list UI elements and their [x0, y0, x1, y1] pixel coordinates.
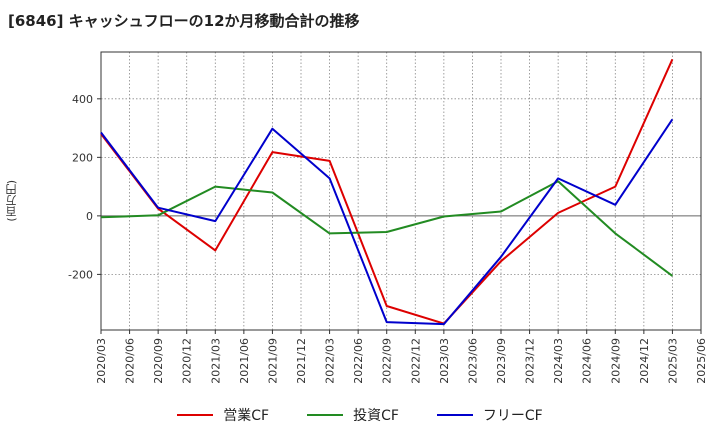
x-tick-label: 2020/03: [95, 338, 108, 384]
plot-frame: [100, 51, 702, 331]
x-tick-label: 2021/06: [238, 338, 251, 384]
x-tick-label: 2024/09: [609, 338, 622, 384]
x-tick-label: 2025/03: [666, 338, 679, 384]
series-line-1: [100, 58, 674, 325]
y-tick-label: 400: [72, 93, 93, 106]
x-tick-label: 2020/12: [181, 338, 194, 384]
line-chart: -200 0 200 400 2020/03 2020/06 2020/09 2020/12…: [68, 51, 708, 384]
legend-item-3: フリーCF: [436, 405, 543, 425]
x-tick-label: 2023/12: [524, 338, 537, 384]
legend-swatch: [177, 414, 214, 416]
x-tick-label: 2024/12: [638, 338, 651, 384]
y-tick-label: 200: [72, 151, 93, 164]
legend-label: フリーCF: [482, 408, 543, 424]
legend-item-1: 営業CF: [177, 405, 269, 425]
series-line-3: [100, 118, 674, 326]
x-tick-label: 2021/03: [209, 338, 222, 384]
x-tick-label: 2020/06: [124, 338, 137, 384]
x-axis: 2020/03 2020/06 2020/09 2020/12 2021/03 2021/…: [95, 330, 708, 384]
y-tick-label: -200: [68, 268, 93, 281]
legend-label: 投資CF: [353, 408, 399, 424]
x-tick-label: 2024/06: [581, 338, 594, 384]
series-line-2: [100, 180, 673, 277]
x-tick-label: 2022/12: [409, 338, 422, 384]
series-lines: [100, 58, 674, 326]
legend-item-2: 投資CF: [307, 405, 399, 425]
chart-title: [6846] キャッシュフローの12か月移動合計の推移: [8, 12, 360, 30]
x-tick-label: 2021/09: [266, 338, 279, 384]
legend-label: 営業CF: [223, 408, 270, 424]
x-tick-label: 2022/09: [381, 338, 394, 384]
legend-swatch: [307, 414, 344, 416]
x-tick-label: 2023/09: [495, 338, 508, 384]
grid: [100, 52, 702, 330]
x-tick-label: 2024/03: [552, 338, 565, 384]
legend: 営業CF 投資CF フリーCF: [0, 405, 720, 425]
x-tick-label: 2025/06: [695, 338, 708, 384]
x-tick-label: 2023/03: [438, 338, 451, 384]
y-axis: -200 0 200 400: [68, 93, 101, 281]
x-tick-label: 2022/06: [352, 338, 365, 384]
x-tick-label: 2022/03: [324, 338, 337, 384]
x-tick-label: 2021/12: [295, 338, 308, 384]
y-tick-label: 0: [86, 210, 93, 223]
legend-swatch: [436, 414, 473, 416]
x-tick-label: 2020/09: [152, 338, 165, 384]
x-tick-label: 2023/06: [466, 338, 479, 384]
